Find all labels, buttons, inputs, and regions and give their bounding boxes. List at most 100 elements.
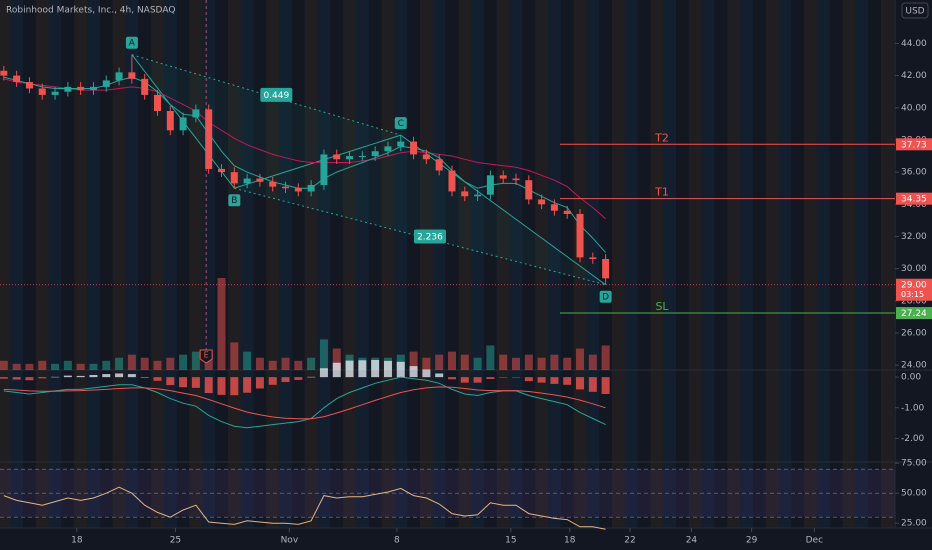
y-tick-label: -1.00 <box>901 403 925 413</box>
macd-histogram <box>396 361 405 378</box>
x-tick-label: Nov <box>281 536 299 546</box>
volume-bar <box>51 363 60 370</box>
candle-body <box>13 75 21 83</box>
macd-histogram <box>217 377 226 395</box>
candle-body <box>89 86 97 91</box>
session-stripe <box>509 0 523 528</box>
volume-bar <box>140 357 149 370</box>
y-tick-label: 28.00 <box>901 296 927 306</box>
pattern-ratio-box <box>413 229 446 244</box>
pattern-ratio: 0.449 <box>263 91 289 101</box>
macd-histogram <box>268 377 277 385</box>
volume-bar <box>550 354 559 370</box>
volume-bar <box>153 360 162 370</box>
x-tick-label: Dec <box>806 536 823 546</box>
x-tick-label: 8 <box>394 536 400 546</box>
volume-bar <box>447 351 456 370</box>
macd-histogram <box>486 377 495 379</box>
session-stripe <box>240 0 254 528</box>
x-tick-label: 15 <box>505 536 516 546</box>
macd-histogram <box>409 366 418 378</box>
y-tick-label: 32.00 <box>901 232 927 242</box>
volume-bar <box>230 342 239 370</box>
candle-body <box>0 70 8 76</box>
level-name: T1 <box>654 186 669 199</box>
volume-bar <box>281 357 290 370</box>
candle-body <box>51 91 59 95</box>
macd-histogram <box>89 374 98 378</box>
macd-histogram <box>179 377 188 388</box>
y-tick-label: 26.00 <box>901 329 927 339</box>
volume-bar <box>409 351 418 370</box>
session-stripe <box>227 0 241 528</box>
currency[interactable]: USD <box>905 7 924 17</box>
y-tick-label: 50.00 <box>901 489 927 499</box>
volume-bar <box>255 357 264 370</box>
session-stripe <box>612 0 625 528</box>
pattern-leg <box>400 134 606 286</box>
level-axis-label: 34.35 <box>901 195 927 205</box>
last-price-label: 29.00 <box>901 281 927 291</box>
candle-body <box>448 170 456 192</box>
macd-histogram <box>524 377 533 382</box>
currency-box[interactable] <box>901 2 929 19</box>
candle-body <box>397 141 405 147</box>
level-axis-box <box>896 307 932 320</box>
candle-body <box>179 117 187 131</box>
candle-body <box>358 156 366 158</box>
session-stripe <box>112 0 126 528</box>
y-tick-label: 34.00 <box>901 200 927 210</box>
candle-body <box>282 186 290 189</box>
session-stripe <box>663 0 677 528</box>
macd-histogram <box>25 377 34 381</box>
macd-histogram <box>371 359 380 378</box>
candle-body <box>384 146 392 152</box>
candle-body <box>602 259 610 279</box>
volume-bar <box>89 363 98 370</box>
y-tick-label: 0.00 <box>901 373 921 383</box>
candle-body <box>410 141 418 155</box>
x-tick-label: 29 <box>746 536 758 546</box>
session-stripe <box>740 0 753 528</box>
macd-histogram <box>38 377 47 379</box>
candle-body <box>550 204 558 211</box>
macd-histogram <box>63 375 72 378</box>
session-stripe <box>317 0 331 528</box>
pattern-point-box <box>394 117 407 130</box>
level-axis-box <box>896 138 932 151</box>
y-tick-label: 40.00 <box>901 103 927 113</box>
candle-body <box>64 86 72 92</box>
candle-body <box>38 88 46 95</box>
earnings-label: E <box>204 351 209 360</box>
session-stripe <box>419 0 433 528</box>
level-name: T2 <box>654 131 669 144</box>
candle-body <box>128 72 136 79</box>
candle-body <box>166 111 174 131</box>
countdown: 03:15 <box>901 290 924 299</box>
macd-histogram <box>307 376 316 378</box>
level-axis-label: 27.24 <box>901 309 927 319</box>
session-stripe <box>355 0 369 528</box>
y-tick-label: 42.00 <box>901 71 927 81</box>
macd-histogram <box>140 377 149 378</box>
candle-body <box>256 178 264 182</box>
candle-body <box>230 172 238 184</box>
candle-body <box>499 175 507 179</box>
session-stripe <box>343 0 356 528</box>
y-tick-label: 44.00 <box>901 39 927 49</box>
volume-bar <box>601 345 610 370</box>
session-stripe <box>855 0 869 528</box>
session-stripe <box>573 0 587 528</box>
macd-histogram <box>499 377 508 378</box>
volume-bar <box>217 278 226 370</box>
candle-body <box>474 194 482 197</box>
y-tick-label: 30.00 <box>901 264 927 274</box>
volume-bar <box>537 357 546 370</box>
macd-histogram <box>76 375 85 378</box>
volume-bar <box>12 363 21 370</box>
session-stripe <box>125 0 139 528</box>
x-tick-label: 18 <box>71 536 83 546</box>
volume-bar <box>243 351 252 370</box>
pattern-ratio-box <box>260 87 293 102</box>
earnings-badge <box>199 349 213 364</box>
